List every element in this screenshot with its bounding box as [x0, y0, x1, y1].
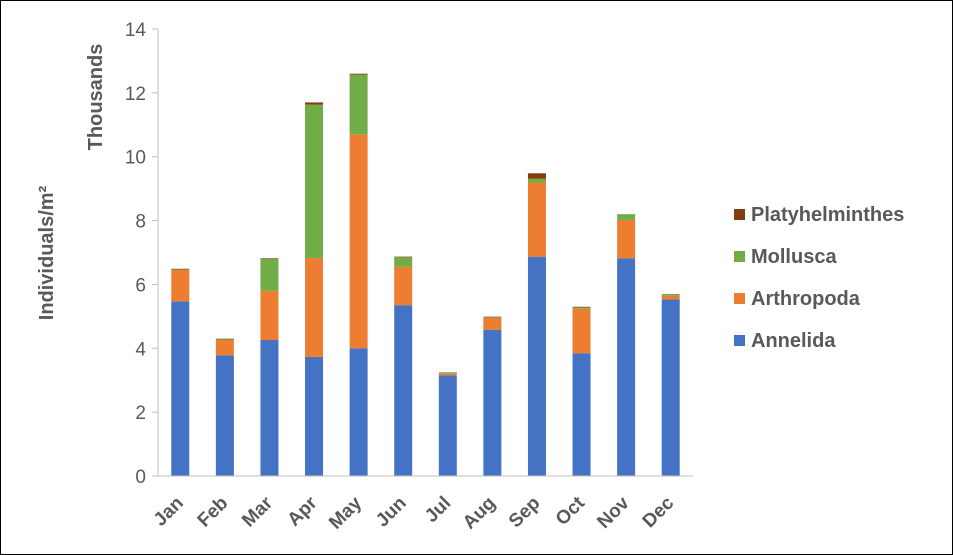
- legend-swatch-arthropoda: [734, 293, 745, 304]
- bar-platyhelminthes-may: [349, 73, 368, 75]
- legend-swatch-annelida: [734, 335, 745, 346]
- bar-annelida-jun: [394, 305, 413, 476]
- bar-arthropoda-oct: [572, 308, 591, 354]
- bar-platyhelminthes-apr: [305, 102, 324, 105]
- x-tick-label: Oct: [552, 492, 590, 530]
- bar-annelida-sep: [527, 256, 546, 476]
- bar-arthropoda-feb: [215, 339, 234, 356]
- bar-mollusca-oct: [572, 307, 591, 309]
- y-tick-label: 4: [135, 339, 146, 360]
- legend-swatch-platyhelminthes: [734, 209, 745, 220]
- y-ticks: 0 2 4 6 8 10 12 14: [125, 20, 158, 488]
- bar-arthropoda-may: [349, 134, 368, 349]
- bar-arthropoda-aug: [483, 317, 502, 330]
- x-ticks: Jan Feb Mar Apr May Jun Jul Aug Sep Oct Nov Dec: [150, 492, 679, 533]
- bar-arthropoda-mar: [260, 290, 279, 340]
- bar-platyhelminthes-sep: [527, 173, 546, 179]
- x-tick-label: Feb: [194, 493, 233, 532]
- y-tick-label: 2: [135, 403, 146, 424]
- bar-annelida-mar: [260, 339, 279, 476]
- y-tick-label: 14: [125, 20, 147, 41]
- legend-label-mollusca: Mollusca: [751, 246, 837, 268]
- x-tick-label: Dec: [639, 492, 679, 532]
- bar-arthropoda-sep: [527, 182, 546, 257]
- bar-arthropoda-jan: [171, 270, 190, 302]
- legend-label-arthropoda: Arthropoda: [751, 288, 861, 310]
- bar-mollusca-mar: [260, 258, 279, 291]
- bar-annelida-oct: [572, 353, 591, 476]
- y-tick-label: 0: [135, 467, 146, 488]
- bar-mollusca-jun: [394, 257, 413, 267]
- bar-platyhelminthes-jan: [171, 268, 190, 270]
- bar-mollusca-apr: [305, 104, 324, 258]
- bar-mollusca-feb: [215, 339, 234, 340]
- bar-platyhelminthes-oct: [572, 306, 591, 308]
- bar-annelida-jan: [171, 301, 190, 476]
- y-tick-label: 12: [125, 84, 146, 105]
- legend-label-annelida: Annelida: [751, 330, 836, 352]
- y-tick-label: 8: [135, 212, 146, 233]
- bar-annelida-aug: [483, 329, 502, 476]
- x-tick-label: Aug: [459, 493, 500, 534]
- bar-mollusca-jul: [438, 373, 457, 374]
- bar-platyhelminthes-feb: [215, 338, 234, 340]
- x-tick-label: Nov: [593, 492, 634, 533]
- x-tick-label: Jul: [421, 493, 455, 527]
- bar-annelida-dec: [661, 299, 680, 476]
- legend-label-platyhelminthes: Platyhelminthes: [751, 204, 904, 226]
- bar-annelida-apr: [305, 356, 324, 476]
- bar-platyhelminthes-jul: [438, 372, 457, 374]
- bar-mollusca-sep: [527, 178, 546, 183]
- y-tick-label: 10: [125, 148, 146, 169]
- bar-annelida-nov: [617, 258, 636, 476]
- bar-arthropoda-jun: [394, 266, 413, 306]
- bar-mollusca-may: [349, 74, 368, 135]
- y-axis-unit-label: Thousands: [85, 44, 107, 151]
- bar-platyhelminthes-aug: [483, 316, 502, 318]
- legend-swatch-mollusca: [734, 251, 745, 262]
- x-tick-label: Mar: [238, 492, 277, 531]
- bar-annelida-jul: [438, 375, 457, 476]
- bar-mollusca-dec: [661, 294, 680, 296]
- x-tick-label: Sep: [505, 493, 544, 532]
- bar-annelida-may: [349, 348, 368, 476]
- y-tick-label: 6: [135, 275, 146, 296]
- bar-platyhelminthes-mar: [260, 258, 279, 259]
- bar-arthropoda-dec: [661, 295, 680, 300]
- bar-arthropoda-nov: [617, 219, 636, 259]
- y-axis-title: Individuals/m²: [36, 185, 58, 320]
- bar-mollusca-nov: [617, 214, 636, 220]
- bars-layer: [171, 73, 680, 476]
- x-tick-label: May: [325, 492, 366, 533]
- x-tick-label: Jan: [150, 493, 188, 531]
- bar-mollusca-jan: [171, 269, 190, 271]
- bar-arthropoda-apr: [305, 257, 324, 357]
- x-tick-label: Apr: [284, 492, 322, 530]
- legend: Platyhelminthes Mollusca Arthropoda Annelid…: [734, 204, 904, 352]
- bar-mollusca-aug: [483, 317, 502, 318]
- bar-arthropoda-jul: [438, 373, 457, 376]
- bar-annelida-feb: [215, 355, 234, 476]
- bar-platyhelminthes-jun: [394, 256, 413, 258]
- x-tick-label: Jun: [372, 493, 411, 532]
